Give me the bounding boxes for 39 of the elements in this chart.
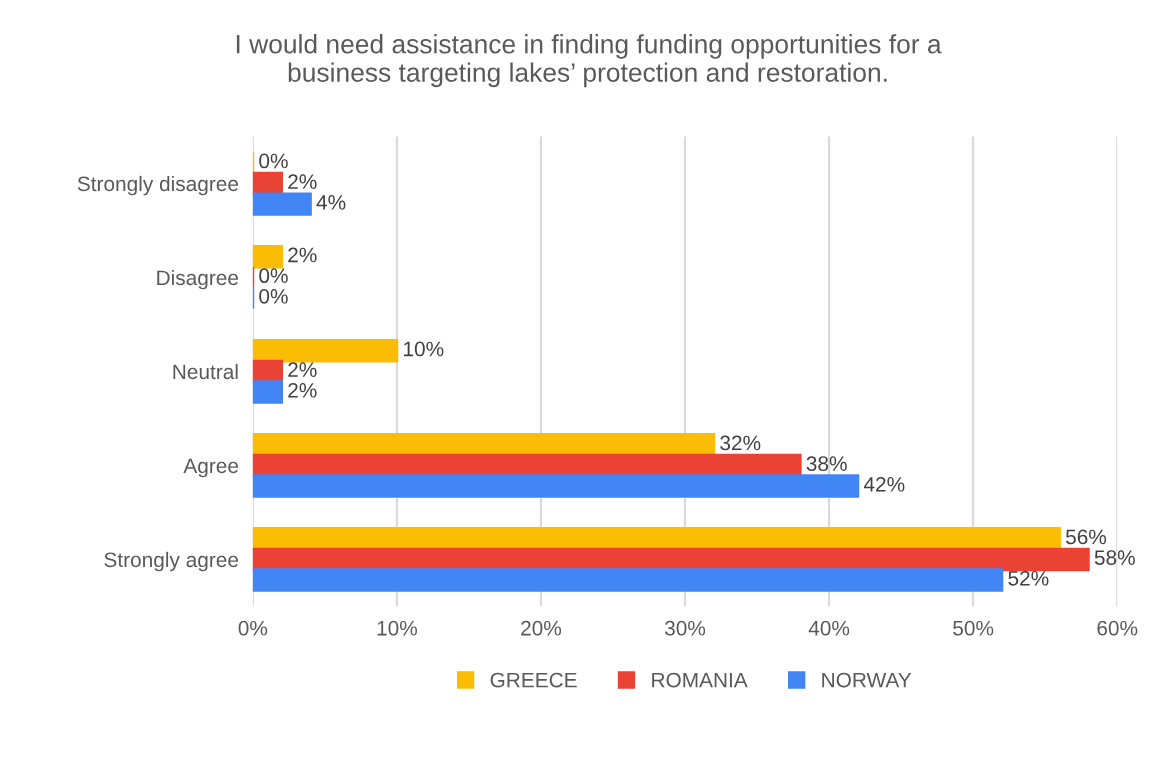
data-label: 4% xyxy=(316,195,346,210)
bar xyxy=(252,474,860,498)
x-tick-label: 20% xyxy=(521,620,562,636)
data-label: 2% xyxy=(288,382,317,398)
bar xyxy=(252,527,1061,551)
bar xyxy=(252,380,284,404)
y-tick-label: Strongly disagree xyxy=(77,175,239,196)
chart-title: I would need assistance in finding funding opportunities for a business targeting lakes’ protection and restoration. xyxy=(236,34,942,88)
bar xyxy=(252,192,312,216)
data-label: 42% xyxy=(863,476,905,492)
y-tick-label: Disagree xyxy=(157,269,239,290)
data-label: 32% xyxy=(720,435,761,451)
bar xyxy=(252,568,1004,592)
legend-label: ROMANIA xyxy=(652,672,748,688)
bar xyxy=(252,339,399,363)
legend-label: NORWAY xyxy=(822,672,912,688)
x-tick-label: 0% xyxy=(238,620,268,636)
bar xyxy=(252,245,284,269)
data-label: 0% xyxy=(259,153,288,169)
x-tick-label: 10% xyxy=(377,620,418,636)
legend-label: GREECE xyxy=(490,672,577,688)
data-label: 2% xyxy=(288,247,317,263)
x-tick-label: 30% xyxy=(664,620,706,636)
data-label: 2% xyxy=(288,362,317,377)
data-label: 58% xyxy=(1094,550,1135,565)
data-label: 10% xyxy=(404,341,444,357)
data-label: 56% xyxy=(1065,529,1107,545)
y-tick-label: Strongly agree xyxy=(104,551,239,572)
data-label: 0% xyxy=(259,288,288,304)
bar xyxy=(252,433,716,457)
data-label: 38% xyxy=(806,456,847,471)
y-tick-label: Neutral xyxy=(173,363,238,380)
data-label: 0% xyxy=(259,268,288,284)
data-label: 2% xyxy=(288,174,317,189)
x-tick-label: 50% xyxy=(953,620,994,636)
data-label: 52% xyxy=(1008,570,1049,586)
y-tick-label: Agree xyxy=(183,458,239,478)
x-tick-label: 60% xyxy=(1097,620,1138,636)
x-tick-label: 40% xyxy=(808,620,850,636)
